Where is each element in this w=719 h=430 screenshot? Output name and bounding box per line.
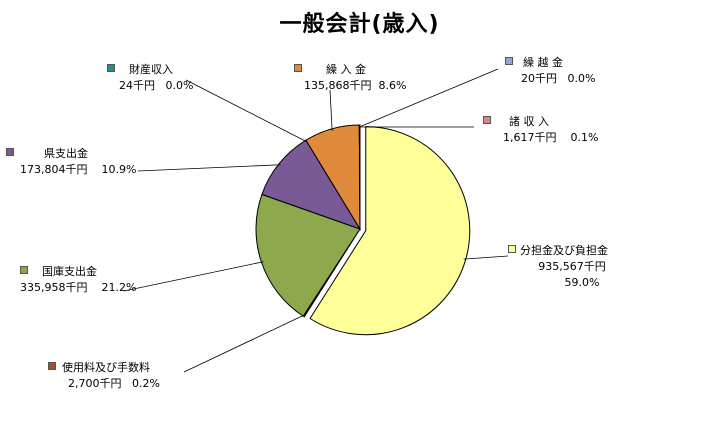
label-shiyoryo: 使用料及び手数料 2,700千円 0.2% bbox=[48, 360, 160, 392]
leader-line-zaisan bbox=[185, 79, 308, 143]
label-kurireikin-name: 繰 入 金 bbox=[326, 63, 366, 76]
label-shoshunyu-name: 諸 収 入 bbox=[509, 115, 549, 128]
leader-line-kokko bbox=[123, 261, 264, 292]
label-kurikoshi-amount: 20千円 bbox=[521, 72, 557, 85]
legend-swatch-kurireikin bbox=[294, 64, 302, 72]
pie-slice-futankin bbox=[309, 126, 471, 336]
pie-slice-shoshunyu bbox=[358, 124, 361, 230]
label-futankin-percent: 59.0% bbox=[564, 276, 600, 289]
label-zaisan: 財産収入 24千円 0.0% bbox=[107, 62, 193, 94]
label-kurikoshi-percent: 0.0% bbox=[567, 72, 596, 85]
label-shiyoryo-name: 使用料及び手数料 bbox=[62, 361, 150, 374]
label-zaisan-percent: 0.0% bbox=[165, 79, 194, 92]
legend-swatch-shoshunyu bbox=[483, 116, 491, 124]
label-kokko: 国庫支出金 335,958千円 21.2% bbox=[20, 264, 136, 296]
label-zaisan-name: 財産収入 bbox=[129, 63, 173, 76]
legend-swatch-kokko bbox=[20, 266, 28, 274]
label-kurikoshi-name: 繰 越 金 bbox=[523, 56, 563, 69]
legend-swatch-zaisan bbox=[107, 64, 115, 72]
label-ken-name: 県支出金 bbox=[44, 147, 88, 160]
legend-swatch-futankin bbox=[508, 245, 516, 253]
leader-line-kurireikin bbox=[329, 89, 333, 131]
legend-swatch-ken bbox=[6, 148, 14, 156]
label-zaisan-amount: 24千円 bbox=[119, 79, 155, 92]
leader-line-kurikoshi bbox=[359, 68, 499, 128]
label-futankin-amount: 935,567千円 bbox=[538, 260, 606, 273]
label-futankin: 分担金及び負担金 935,567千円 59.0% bbox=[508, 243, 608, 291]
leader-line-ken bbox=[137, 164, 281, 172]
label-shoshunyu-amount: 1,617千円 bbox=[503, 131, 557, 144]
label-kurireikin-amount: 135,868千円 bbox=[304, 79, 372, 92]
label-kokko-name: 国庫支出金 bbox=[42, 265, 97, 278]
label-ken-percent: 10.9% bbox=[101, 163, 137, 176]
label-shiyoryo-amount: 2,700千円 bbox=[68, 377, 122, 390]
chart-title: 一般会計(歳入) bbox=[279, 12, 440, 37]
label-kurireikin: 繰 入 金 135,868千円 8.6% bbox=[294, 62, 406, 94]
label-kurikoshi: 繰 越 金 20千円 0.0% bbox=[505, 55, 595, 87]
leader-line-shiyoryo bbox=[183, 314, 305, 373]
label-shiyoryo-percent: 0.2% bbox=[132, 377, 160, 390]
legend-swatch-shiyoryo bbox=[48, 362, 56, 370]
label-shoshunyu: 諸 収 入 1,617千円 0.1% bbox=[483, 114, 598, 146]
label-kokko-percent: 21.2% bbox=[101, 281, 137, 294]
label-ken-amount: 173,804千円 bbox=[20, 163, 88, 176]
legend-swatch-kurikoshi bbox=[505, 57, 513, 65]
label-futankin-name: 分担金及び負担金 bbox=[520, 244, 608, 257]
label-ken: 県支出金 173,804千円 10.9% bbox=[6, 146, 136, 178]
label-kokko-amount: 335,958千円 bbox=[20, 281, 88, 294]
label-kurireikin-percent: 8.6% bbox=[378, 79, 407, 92]
label-shoshunyu-percent: 0.1% bbox=[570, 131, 599, 144]
leader-line-futankin bbox=[463, 255, 509, 260]
